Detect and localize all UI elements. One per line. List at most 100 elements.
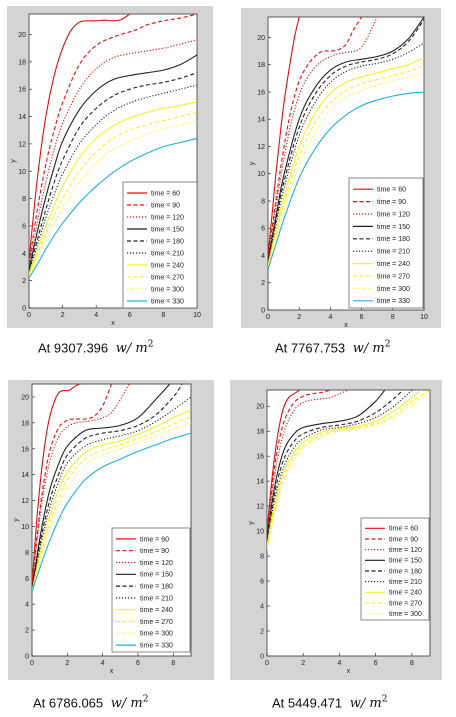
legend-label: time = 150 [140, 572, 173, 579]
legend-label: time = 180 [389, 568, 422, 575]
y-tick-label: 8 [261, 198, 265, 205]
x-tick-label: 2 [61, 312, 65, 319]
legend-label: time = 240 [151, 262, 184, 269]
caption-prefix: At [33, 695, 46, 711]
y-tick-label: 16 [21, 446, 29, 453]
x-tick-label: 0 [27, 312, 31, 319]
x-tick-label: 4 [337, 660, 341, 667]
legend-label: time = 210 [377, 249, 410, 256]
series-line [29, 100, 197, 274]
legend-label: time = 300 [377, 286, 410, 293]
caption-unit: w/ m2 [115, 340, 154, 357]
series-line [32, 384, 113, 587]
y-tick-label: 18 [21, 420, 29, 427]
x-tick-label: 8 [410, 660, 414, 667]
y-tick-label: 14 [18, 114, 26, 121]
y-tick-label: 4 [260, 604, 264, 611]
legend-label: time = 300 [389, 611, 422, 618]
series-line [29, 72, 197, 272]
series-line [267, 390, 300, 532]
legend-label: time = 60 [140, 536, 169, 543]
chart-panel-1: 0 2 4 6 8 10 0 2 4 6 8 10 12 14 16 18 20 x y time = 60 time … [7, 6, 213, 328]
legend-label: time = 60 [389, 526, 418, 533]
series-line [268, 65, 424, 267]
legend-label: time = 120 [389, 547, 422, 554]
x-axis-label: x [344, 322, 348, 328]
legend-label: time = 330 [377, 298, 410, 305]
y-tick-label: 12 [256, 504, 264, 511]
x-tick-label: 6 [360, 314, 364, 321]
y-axis-label: y [10, 159, 17, 163]
y-tick-label: 6 [22, 223, 26, 230]
series-group [32, 384, 191, 592]
legend-label: time = 90 [389, 536, 418, 543]
y-tick-label: 20 [18, 32, 26, 39]
chart-4-caption: At 5449.471 w/ m2 [272, 695, 387, 711]
series-line [268, 17, 363, 259]
y-tick-label: 12 [18, 141, 26, 148]
legend-label: time = 330 [140, 643, 173, 650]
x-tick-label: 8 [161, 312, 165, 319]
y-tick-label: 14 [257, 117, 265, 124]
y-tick-label: 4 [25, 602, 29, 609]
legend-label: time = 210 [151, 250, 184, 257]
series-line [29, 137, 197, 279]
x-tick-label: 0 [266, 314, 270, 321]
series-line [268, 17, 300, 256]
x-tick-label: 2 [301, 660, 305, 667]
series-line [29, 111, 197, 276]
x-tick-label: 4 [328, 314, 332, 321]
caption-value: 9307.396 [53, 340, 109, 356]
series-line [268, 19, 424, 263]
series-line [268, 91, 424, 270]
series-line [32, 422, 191, 592]
x-axis-label: x [110, 668, 114, 675]
y-tick-label: 14 [21, 472, 29, 479]
series-line [29, 120, 197, 277]
chart-panel-3: 0 2 4 6 8 0 2 4 6 8 10 12 14 16 18 20 x y time = 60 time = … [8, 380, 214, 680]
legend-label: time = 240 [140, 607, 173, 614]
caption-unit: w/ m2 [349, 695, 388, 712]
x-tick-label: 6 [136, 660, 140, 667]
y-tick-label: 6 [25, 576, 29, 583]
y-tick-label: 2 [22, 278, 26, 285]
legend-label: time = 150 [377, 224, 410, 231]
x-tick-label: 8 [391, 314, 395, 321]
series-line [32, 415, 191, 592]
y-tick-label: 18 [256, 429, 264, 436]
y-tick-label: 4 [22, 251, 26, 258]
legend-label: time = 180 [151, 238, 184, 245]
legend-label: time = 60 [377, 187, 406, 194]
legend-label: time = 330 [151, 298, 184, 305]
legend-label: time = 120 [140, 560, 173, 567]
y-tick-label: 14 [256, 479, 264, 486]
legend-label: time = 120 [151, 214, 184, 221]
y-tick-label: 20 [256, 404, 264, 411]
legend-label: time = 180 [377, 236, 410, 243]
series-line [268, 57, 424, 266]
caption-prefix: At [272, 695, 285, 711]
caption-value: 5449.471 [287, 695, 343, 711]
caption-value: 6786.065 [48, 695, 104, 711]
x-tick-label: 10 [193, 312, 201, 319]
x-tick-label: 2 [65, 660, 69, 667]
legend-box [122, 181, 198, 309]
y-tick-label: 10 [256, 529, 264, 536]
legend: time = 60 time = 90 time = 120 time = 150 ti… [111, 527, 191, 653]
series-line [29, 14, 131, 261]
caption-prefix: At [38, 340, 51, 356]
series-line [267, 390, 404, 542]
y-tick-label: 20 [21, 394, 29, 401]
y-tick-label: 0 [22, 306, 26, 313]
legend: time = 60 time = 90 time = 120 time = 150 ti… [122, 181, 198, 309]
series-line [267, 390, 413, 544]
y-tick-label: 10 [257, 171, 265, 178]
series-line [267, 390, 430, 550]
series-line [267, 390, 386, 539]
series-line [29, 54, 197, 270]
series-line [32, 384, 80, 585]
y-axis-label: y [248, 521, 255, 525]
